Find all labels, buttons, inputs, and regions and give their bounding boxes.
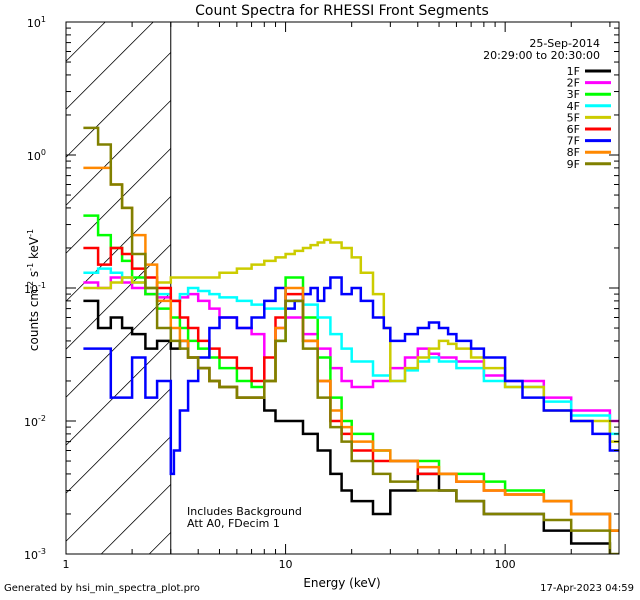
legend-label-8F: 8F	[567, 146, 580, 159]
y-tick-label: 10-1	[24, 281, 46, 296]
hatch-line	[65, 436, 172, 542]
hatch-line	[65, 148, 172, 254]
series-line-9F	[83, 126, 619, 554]
hatch-line	[65, 340, 172, 446]
hatch-line	[148, 532, 172, 555]
hatch-line	[65, 21, 106, 62]
series-line-5F	[83, 238, 619, 443]
y-tick-label: 101	[27, 15, 46, 30]
hatch-line	[100, 484, 172, 555]
hatch-line	[65, 52, 172, 158]
hatch-line	[65, 21, 154, 110]
generated-by-note: Generated by hsi_min_spectra_plot.pro	[4, 583, 200, 594]
legend-label-5F: 5F	[567, 111, 580, 124]
annotation-background: Includes Background	[187, 505, 302, 518]
legend-label-7F: 7F	[567, 135, 580, 148]
hatch-line	[65, 100, 172, 206]
hatch-line	[65, 244, 172, 350]
legend-label-4F: 4F	[567, 100, 580, 113]
hatched-region	[65, 21, 172, 555]
axes: 1 10 100 10-3 10-2 10-1 100 101	[24, 15, 619, 571]
legend-label-9F: 9F	[567, 158, 580, 171]
series-line-7F	[83, 276, 619, 476]
x-tick-label: 10	[279, 558, 293, 571]
legend-label-1F: 1F	[567, 65, 580, 78]
legend-label-2F: 2F	[567, 77, 580, 90]
y-tick-label: 10-2	[24, 414, 46, 429]
timestamp: 17-Apr-2023 04:59	[540, 583, 634, 594]
y-axis-label: counts cm-2 s-1 keV-1	[26, 229, 41, 351]
x-tick-label: 100	[495, 558, 516, 571]
hatch-line	[65, 292, 172, 398]
x-axis-label: Energy (keV)	[303, 576, 380, 590]
legend-label-3F: 3F	[567, 88, 580, 101]
legend-time-range: 20:29:00 to 20:30:00	[483, 49, 600, 62]
legend-date: 25-Sep-2014	[529, 37, 600, 50]
series-line-3F	[83, 214, 619, 532]
legend-label-6F: 6F	[567, 123, 580, 136]
chart-title: Count Spectra for RHESSI Front Segments	[195, 3, 489, 19]
hatch-line	[65, 388, 172, 494]
annotation-attenuator: Att A0, FDecim 1	[187, 517, 280, 530]
y-tick-label: 100	[27, 148, 46, 163]
y-tick-label: 10-3	[24, 547, 46, 562]
series-layer	[83, 126, 619, 554]
x-tick-label: 1	[63, 558, 70, 571]
